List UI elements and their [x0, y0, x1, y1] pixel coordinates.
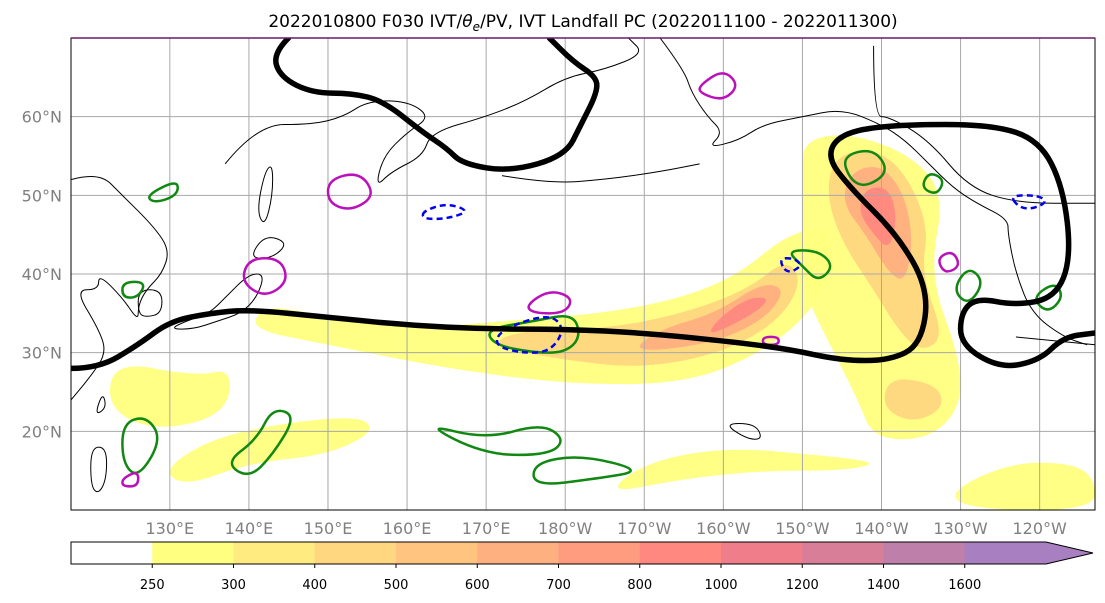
pv-2-contour-layer — [71, 38, 1095, 372]
japan-hokkaido — [253, 237, 285, 259]
x-tick-label: 170°W — [617, 519, 672, 538]
colorbar-tick-label: 1600 — [948, 578, 981, 593]
colorbar-tick-label: 400 — [302, 578, 327, 593]
colorbar-extend-arrow — [964, 542, 1093, 564]
colorbar-segment — [233, 542, 316, 564]
pv-contour-0 — [242, 257, 287, 295]
pv-contour-5 — [121, 472, 140, 488]
x-tick-label: 140°W — [854, 519, 909, 538]
pv-contour-2 — [527, 291, 572, 315]
korea-coast — [137, 289, 163, 317]
pv-contour-3 — [698, 72, 737, 100]
colorbar-tick-label: 1000 — [704, 578, 737, 593]
theta-e-contour-4 — [790, 249, 832, 280]
negative-contour-layer — [421, 194, 1046, 354]
colorbar-segment — [396, 542, 478, 564]
ivt-region-250-3 — [169, 418, 370, 482]
x-tick-label: 160°W — [696, 519, 751, 538]
colorbar-segment — [802, 542, 884, 564]
theta-e-contour-10 — [121, 280, 145, 299]
sakhalin — [258, 166, 274, 223]
ivt-region-800-0 — [710, 297, 767, 333]
colorbar-segment — [152, 542, 234, 564]
y-tick-label: 40°N — [22, 265, 62, 284]
colorbar-segment — [314, 542, 397, 564]
theta-e-contour-5 — [843, 149, 886, 187]
canada-border — [873, 45, 1095, 204]
colorbar-tick-label: 600 — [465, 578, 490, 593]
x-tick-label: 150°E — [304, 519, 353, 538]
colorbar-tick-label: 700 — [546, 578, 571, 593]
theta-e-contour-1 — [230, 409, 292, 476]
negative-contour-1 — [421, 203, 466, 221]
colorbar-tick-label: 800 — [627, 578, 652, 593]
ivt-shading-layer — [109, 135, 1095, 510]
colorbar-segment — [721, 542, 803, 564]
colorbar-outline — [70, 541, 1094, 565]
philippines — [90, 446, 108, 493]
asia-coast — [71, 175, 168, 401]
pv-2-contour-0 — [71, 121, 1095, 372]
theta-e-contour-11 — [148, 182, 179, 203]
y-tick-label: 30°N — [22, 344, 62, 363]
y-tick-label: 60°N — [22, 108, 62, 127]
aleutians — [501, 163, 700, 183]
y-tick-label: 20°N — [22, 422, 62, 441]
chart-title: 2022010800 F030 IVT/θe/PV, IVT Landfall … — [268, 12, 897, 34]
ivt-region-250-4 — [617, 449, 870, 490]
y-tick-labels: 20°N 30°N 40°N 50°N 60°N — [22, 108, 62, 442]
theta-e-contour-layer — [121, 149, 1062, 485]
x-tick-labels: 130°E 140°E 150°E 160°E 170°E 180°W 170°W 160°W… — [146, 519, 1067, 538]
colorbar-segment — [639, 542, 722, 564]
negative-contour-0 — [495, 316, 563, 354]
map-panel — [71, 38, 1095, 510]
pv-contour-1 — [326, 173, 372, 210]
colorbar-tick-label: 1400 — [867, 578, 900, 593]
colorbar-segment — [558, 542, 641, 564]
colorbar-segment — [883, 542, 966, 564]
x-tick-label: 120°W — [1012, 519, 1067, 538]
colorbar-tick-label: 1200 — [786, 578, 819, 593]
us-border — [1015, 336, 1095, 346]
colorbar-tick-label: 500 — [384, 578, 409, 593]
negative-contour-2 — [780, 257, 802, 273]
graticule-layer — [71, 38, 1095, 510]
x-tick-label: 180°W — [538, 519, 593, 538]
y-tick-label: 50°N — [22, 186, 62, 205]
pv-2-contour-1 — [273, 38, 600, 172]
colorbar-tick-label: 300 — [221, 578, 246, 593]
theta-e-contour-6 — [922, 173, 944, 194]
pv-contour-4 — [938, 251, 960, 273]
theta-e-contour-9 — [532, 456, 632, 485]
taiwan — [96, 396, 106, 414]
x-tick-label: 130°E — [146, 519, 195, 538]
theta-e-contour-7 — [955, 269, 982, 302]
theta-e-contour-2 — [437, 426, 562, 457]
ivt-region-400-2 — [884, 379, 942, 420]
x-tick-label: 170°E — [462, 519, 511, 538]
x-tick-label: 150°W — [775, 519, 830, 538]
colorbar: 250 300 400 500 600 700 800 1000 1200 1400 1600 — [70, 541, 1094, 593]
theta-e-contour-0 — [121, 417, 159, 475]
x-tick-label: 160°E — [383, 519, 432, 538]
ivt-region-250-5 — [955, 462, 1095, 510]
colorbar-tick-label: 250 — [140, 578, 165, 593]
hawaii — [729, 422, 761, 440]
x-tick-label: 140°E — [225, 519, 274, 538]
colorbar-segment-below — [71, 542, 153, 564]
okhotsk-kamchatka — [224, 38, 640, 183]
colorbar-segment — [477, 542, 559, 564]
x-tick-label: 130°W — [933, 519, 988, 538]
